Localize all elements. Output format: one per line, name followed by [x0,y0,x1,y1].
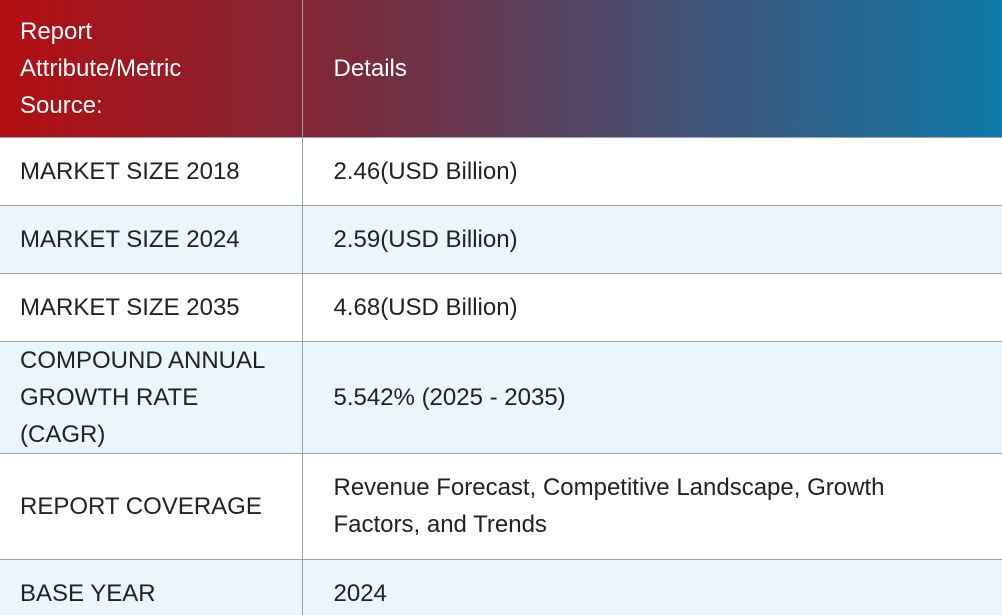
header-attribute-cell: Report Attribute/Metric Source: [0,0,303,137]
row-value: 2.46(USD Billion) [302,136,1002,205]
row-value: Revenue Forecast, Competitive Landscape,… [302,452,1002,559]
row-label-line: COMPOUND ANNUAL [20,346,266,374]
row-label: BASE YEAR [0,558,303,615]
row-value: 2024 [302,558,1002,615]
table-row: REPORT COVERAGE Revenue Forecast, Compet… [0,452,1002,559]
table-header: Report Attribute/Metric Source: Details [0,0,1002,137]
row-value-line: Factors, and Trends [333,511,547,538]
table-row: MARKET SIZE 2024 2.59(USD Billion) [0,204,1002,273]
header-attribute-line: Report [20,17,93,45]
row-label: COMPOUND ANNUAL GROWTH RATE (CAGR) [0,340,303,453]
table-row: MARKET SIZE 2018 2.46(USD Billion) [0,136,1002,205]
table-row: MARKET SIZE 2035 4.68(USD Billion) [0,272,1002,341]
header-row: Report Attribute/Metric Source: Details [0,0,1002,137]
row-value: 5.542% (2025 - 2035) [302,340,1002,453]
row-label: MARKET SIZE 2018 [0,136,303,205]
header-details-label: Details [333,54,407,82]
row-label: MARKET SIZE 2035 [0,272,303,341]
row-label: REPORT COVERAGE [0,452,303,559]
header-details-cell: Details [302,0,1002,137]
table-row: BASE YEAR 2024 [0,558,1002,615]
row-value-line: Revenue Forecast, Competitive Landscape,… [333,474,885,501]
table-body: MARKET SIZE 2018 2.46(USD Billion) MARKE… [0,136,1002,615]
row-label: MARKET SIZE 2024 [0,204,303,273]
row-label-line: GROWTH RATE (CAGR) [20,383,199,448]
header-attribute-line: Source: [20,91,103,119]
row-value: 2.59(USD Billion) [302,204,1002,273]
table-row: COMPOUND ANNUAL GROWTH RATE (CAGR) 5.542… [0,340,1002,453]
header-attribute-line: Attribute/Metric [20,54,182,82]
row-value: 4.68(USD Billion) [302,272,1002,341]
